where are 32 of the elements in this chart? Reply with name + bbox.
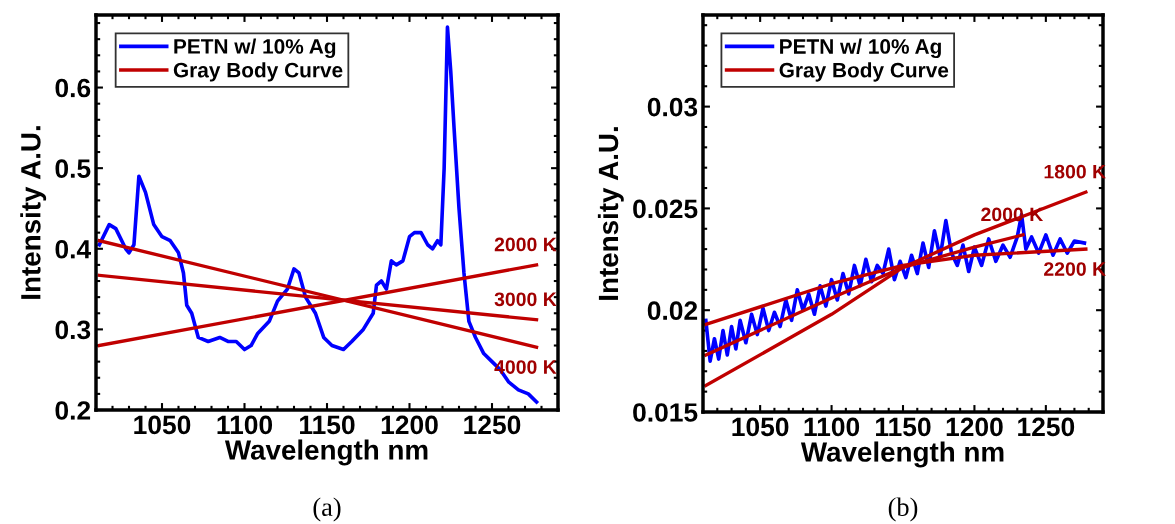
x-tick-label: 1100 (804, 417, 860, 437)
annotation: 2000 K (494, 237, 557, 252)
x-tick-label: 1250 (1018, 417, 1075, 437)
text: (b) (888, 497, 918, 522)
x-axis-title: Wavelength nm (800, 441, 1004, 468)
text: (a) (313, 497, 341, 522)
line-series (97, 25, 539, 404)
legend-label: PETN w/ 10% Ag (174, 38, 336, 59)
x-tick-label: 1150 (876, 417, 931, 437)
legend-label: PETN w/ 10% Ag (780, 38, 941, 59)
x-tick-label: 1100 (217, 415, 273, 435)
y-tick-label: 0.4 (55, 239, 91, 259)
y-tick-label: 0.5 (55, 159, 91, 178)
y-axis-title: Intensity A.U. (597, 127, 624, 300)
x-tick-label: 1200 (946, 417, 1003, 437)
x-tick-label: 1050 (732, 417, 789, 437)
y-axis-title: Intensity A.U. (20, 126, 47, 299)
y-tick-label: 0.015 (633, 403, 698, 422)
x-axis-title: Wavelength nm (224, 439, 428, 466)
x-tick-label: 1050 (134, 415, 191, 435)
legend-label: Gray Body Curve (779, 62, 949, 82)
y-tick-label: 0.2 (55, 401, 91, 420)
y-tick-label: 0.6 (55, 78, 91, 98)
y-tick-label: 0.02 (647, 301, 698, 321)
x-tick-label: 1200 (381, 415, 438, 435)
legend-label: Gray Body Curve (173, 62, 343, 82)
y-tick-label: 0.3 (55, 320, 91, 340)
x-tick-label: 1150 (300, 415, 355, 435)
x-tick-label: 1250 (464, 415, 521, 435)
line-series (704, 190, 1088, 388)
y-tick-label: 0.03 (647, 97, 698, 117)
y-tick-label: 0.025 (633, 199, 698, 219)
